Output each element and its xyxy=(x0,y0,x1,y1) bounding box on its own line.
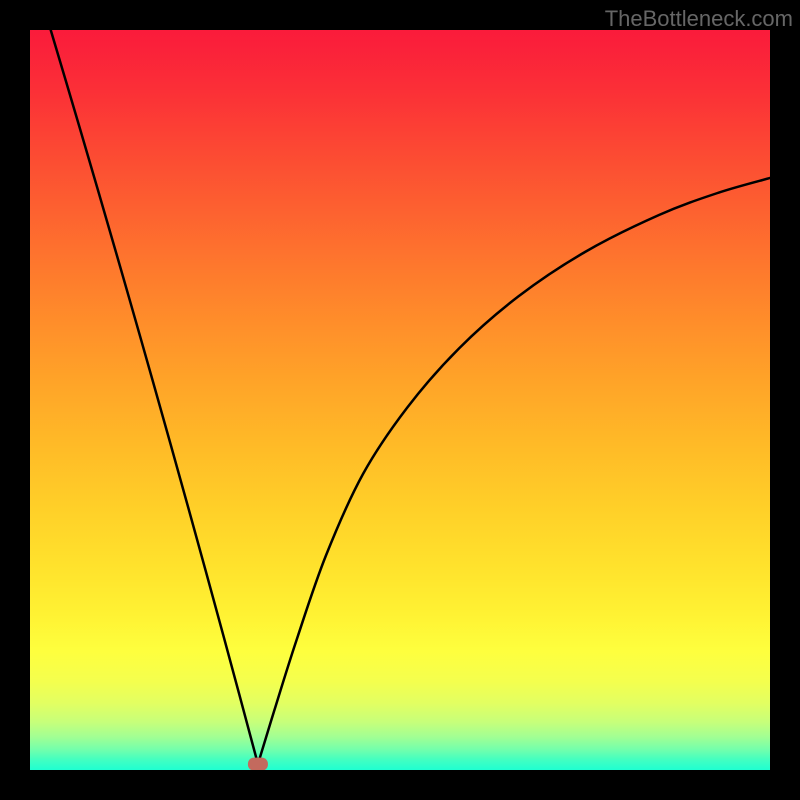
watermark-text: TheBottleneck.com xyxy=(605,6,793,32)
bottleneck-chart xyxy=(0,0,800,800)
